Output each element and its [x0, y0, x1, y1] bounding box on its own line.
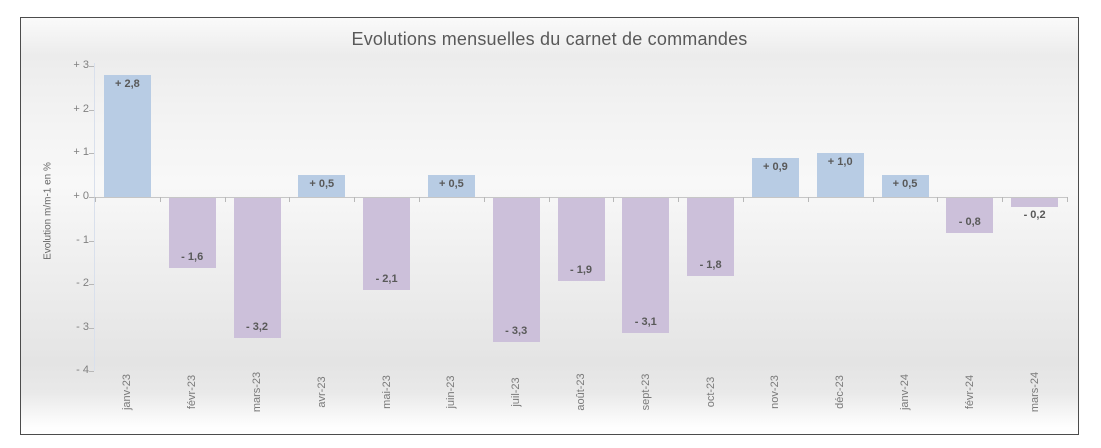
- bar-value-label: + 1,0: [827, 156, 853, 169]
- bar-value-label: - 2,1: [375, 272, 398, 285]
- y-tick-label: - 3: [76, 320, 89, 333]
- bar-negative: [492, 198, 540, 342]
- x-category-label: nov-23: [769, 375, 782, 409]
- bar-value-label: + 0,5: [309, 178, 335, 191]
- bar-negative: [363, 198, 411, 290]
- x-tick-mark: [289, 197, 291, 202]
- x-tick-mark: [1002, 197, 1004, 202]
- bar-negative: [687, 198, 735, 277]
- y-tick-mark: [89, 197, 94, 198]
- x-tick-mark: [419, 197, 420, 202]
- bar-value-label: - 0,8: [958, 215, 981, 228]
- y-tick-label: + 2: [73, 102, 89, 115]
- y-axis-line: [94, 63, 95, 371]
- y-tick-label: - 4: [76, 364, 89, 377]
- bar-positive: [103, 74, 151, 197]
- bar-value-label: + 0,5: [892, 178, 918, 191]
- bar-value-label: - 3,2: [245, 320, 268, 333]
- x-category-label: mai-23: [380, 375, 393, 409]
- bar-value-label: - 1,9: [569, 263, 592, 276]
- y-tick-mark: [89, 371, 94, 373]
- bar-positive: [751, 157, 799, 197]
- x-category-label: mars-24: [1028, 371, 1041, 413]
- x-category-label: mars-23: [251, 371, 263, 413]
- x-category-label: janv-23: [121, 373, 134, 411]
- x-category-label: juin-23: [445, 375, 458, 409]
- bar-positive: [816, 153, 864, 197]
- bar-value-label: + 0,9: [763, 160, 788, 173]
- y-tick-label: + 1: [73, 146, 89, 159]
- bar-positive: [881, 175, 929, 197]
- bar-value-label: - 1,8: [699, 259, 722, 272]
- x-category-label: janv-24: [899, 373, 911, 411]
- y-tick-mark: [89, 240, 94, 242]
- x-category-label: déc-23: [834, 375, 847, 409]
- x-category-label: févr-24: [963, 374, 976, 410]
- x-tick-mark: [548, 197, 550, 202]
- x-tick-mark: [613, 197, 615, 202]
- x-category-label: avr-23: [315, 376, 328, 408]
- chart-title: Evolutions mensuelles du carnet de comma…: [351, 29, 748, 49]
- bar-value-label: + 0,5: [439, 178, 464, 191]
- x-tick-mark: [159, 197, 161, 202]
- x-category-label: sept-23: [639, 373, 652, 411]
- x-tick-mark: [224, 197, 226, 202]
- x-tick-mark: [678, 197, 680, 202]
- bar-negative: [168, 198, 216, 268]
- x-tick-mark: [95, 197, 96, 202]
- x-tick-mark: [872, 197, 874, 202]
- bar-value-label: - 3,1: [634, 316, 657, 329]
- y-tick-label: + 3: [73, 59, 89, 72]
- y-tick-mark: [89, 284, 94, 286]
- y-tick-mark: [89, 66, 94, 68]
- bar-negative: [233, 198, 281, 338]
- bar-value-label: + 2,8: [115, 77, 140, 90]
- x-tick-mark: [483, 197, 485, 202]
- x-tick-mark: [1067, 197, 1068, 202]
- y-tick-label: - 1: [76, 233, 89, 246]
- x-tick-mark: [354, 197, 356, 202]
- y-axis-title: Evolution m/m-1 en %: [42, 162, 54, 260]
- x-tick-mark: [743, 197, 744, 202]
- bar-positive: [298, 175, 346, 197]
- bar-negative: [622, 198, 670, 334]
- bar-negative: [1011, 198, 1059, 207]
- x-category-label: oct-23: [704, 376, 717, 408]
- y-tick-mark: [89, 327, 94, 329]
- bar-value-label: - 0,2: [1023, 208, 1046, 221]
- x-axis-line: [94, 197, 1067, 198]
- bar-value-label: - 1,6: [181, 250, 204, 263]
- y-tick-label: - 2: [76, 277, 89, 290]
- x-category-label: juil-23: [510, 377, 523, 407]
- x-tick-mark: [937, 197, 939, 202]
- bar-negative: [557, 198, 605, 281]
- bar-negative: [946, 198, 994, 233]
- bar-value-label: - 3,3: [505, 324, 528, 337]
- x-tick-mark: [807, 197, 809, 202]
- x-category-label: août-23: [575, 373, 587, 411]
- y-tick-mark: [89, 109, 94, 111]
- bar-positive: [427, 175, 475, 197]
- y-tick-label: + 0: [73, 190, 89, 202]
- chart-frame: Evolutions mensuelles du carnet de comma…: [20, 17, 1079, 435]
- x-category-label: févr-23: [186, 374, 199, 410]
- y-tick-mark: [89, 153, 94, 155]
